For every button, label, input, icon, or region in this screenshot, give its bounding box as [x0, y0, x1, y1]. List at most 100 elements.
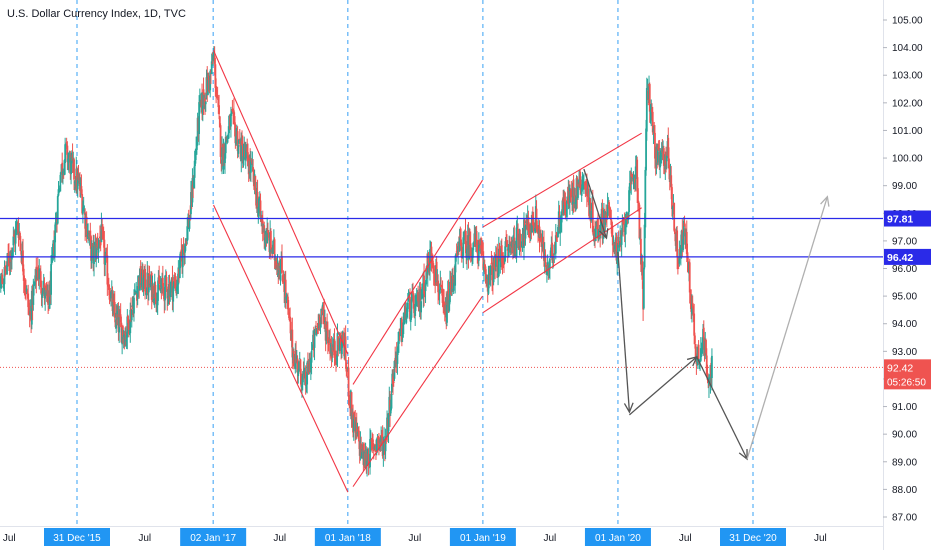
time-tick-label-bg: [449, 528, 516, 546]
candle-body: [662, 148, 665, 166]
candle-body: [694, 344, 697, 357]
candle-body: [100, 224, 103, 243]
candle-body: [282, 278, 285, 284]
price-line-label-bg: [884, 210, 931, 227]
candle-body: [324, 321, 326, 323]
candle-body: [237, 145, 240, 154]
price-line-label: 96.42: [887, 252, 913, 264]
candle-body: [552, 253, 555, 258]
candle-body: [64, 144, 67, 147]
candle-body: [188, 217, 191, 229]
candle-body: [425, 267, 428, 285]
candle-body: [504, 241, 507, 257]
candle-body: [300, 373, 303, 387]
candle-body: [622, 218, 625, 225]
candle-body: [489, 265, 492, 275]
candle-body: [620, 234, 623, 245]
candle-body: [495, 253, 498, 256]
candle-body: [432, 269, 435, 274]
arrow-line: [583, 168, 608, 239]
candle-body: [323, 311, 326, 320]
candle-body: [361, 452, 363, 458]
candle-body: [172, 286, 175, 302]
candle-body: [644, 169, 647, 228]
candle-body: [39, 270, 41, 272]
candle-body: [104, 257, 107, 265]
candle-body: [16, 224, 19, 230]
candle-body: [506, 243, 508, 246]
candle-body: [126, 316, 129, 338]
time-tick-label-bg: [720, 528, 786, 546]
candle-body: [258, 206, 260, 208]
candle-body: [670, 175, 673, 188]
candle-body: [183, 252, 186, 256]
candle-body: [166, 288, 169, 299]
candle-body: [161, 277, 164, 286]
price-tick-label: 100.00: [892, 154, 923, 165]
candle-body: [426, 260, 429, 275]
candle-body: [424, 282, 427, 292]
candle-body: [98, 239, 101, 246]
candle-body: [224, 136, 227, 154]
candle-body: [287, 296, 289, 310]
candle-body: [22, 268, 25, 281]
candle-body: [431, 257, 434, 264]
candle-body: [109, 299, 112, 301]
candle-body: [615, 235, 618, 261]
candle-body: [235, 136, 238, 145]
candle-body: [215, 95, 218, 99]
candle-body: [665, 155, 668, 162]
price-tick-label: 102.00: [892, 98, 923, 109]
candle-body: [440, 288, 443, 293]
candle-body: [355, 422, 358, 435]
candle-body: [10, 253, 13, 260]
candle-body: [186, 226, 189, 241]
price-tick-label: 90.00: [892, 430, 917, 441]
candle-body: [385, 437, 388, 441]
candle-body: [405, 313, 408, 323]
candle-body: [285, 296, 288, 300]
candle-body: [637, 188, 639, 203]
candle-body: [6, 253, 9, 267]
candle-body: [492, 257, 495, 283]
candle-body: [250, 161, 253, 163]
candle-body: [580, 188, 583, 196]
candle-body: [158, 285, 161, 290]
arrow-head: [820, 195, 830, 207]
candle-body: [356, 431, 359, 434]
candle-body: [333, 339, 336, 356]
candle-body: [41, 293, 44, 298]
arrow-line: [617, 251, 631, 413]
candle-body: [281, 275, 284, 283]
candle-body: [33, 282, 36, 285]
candle-body: [25, 288, 28, 293]
candle-body: [259, 200, 262, 217]
candle-body: [254, 175, 257, 191]
candle-body: [15, 226, 18, 232]
candle-body: [555, 232, 558, 239]
candle-body: [296, 358, 299, 373]
candle-body: [110, 290, 113, 292]
candle-body: [250, 160, 252, 173]
candle-body: [353, 411, 356, 420]
candle-body: [482, 251, 485, 270]
candle-body: [190, 192, 192, 215]
arrow-head: [623, 402, 634, 414]
candle-body: [697, 344, 700, 362]
candle-body: [79, 182, 82, 189]
price-axis: 105.00 104.00 103.00 102.00 101.00 100.00 99.0…: [883, 0, 932, 550]
candle-body: [499, 259, 502, 262]
projection-arrows: [583, 168, 830, 461]
candle-body: [178, 256, 181, 279]
candle-body: [369, 439, 371, 468]
candle-body: [275, 261, 277, 269]
candle-body: [628, 190, 630, 213]
candle-body: [0, 282, 2, 288]
candle-body: [692, 307, 695, 316]
candle-body: [377, 435, 380, 444]
candle-body: [1, 274, 4, 284]
candle-body: [611, 222, 613, 237]
candle-body: [458, 237, 461, 251]
candle-body: [284, 279, 287, 297]
